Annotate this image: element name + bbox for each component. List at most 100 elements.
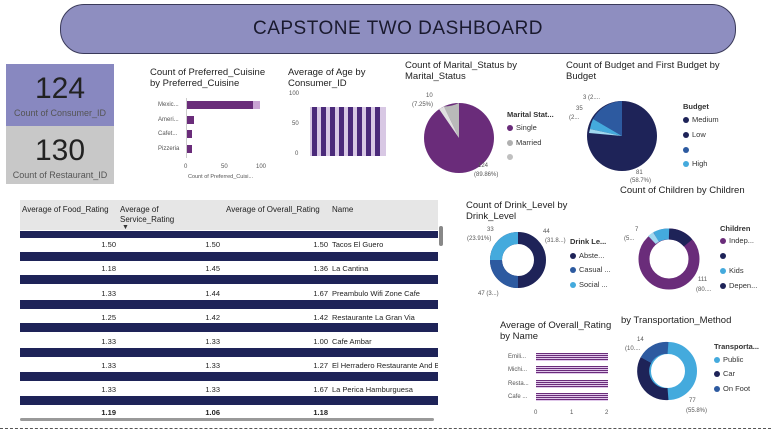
table-row-highlight — [20, 396, 438, 405]
donut-segment-casual[interactable] — [490, 259, 519, 288]
sort-desc-icon[interactable]: ▼ — [122, 224, 129, 231]
column-header-name[interactable]: Name — [332, 205, 354, 214]
y-tick-label: Emili... — [508, 354, 526, 360]
legend-item-high[interactable]: High — [683, 159, 707, 168]
pie-slice-married[interactable] — [444, 103, 459, 138]
dashboard-title-banner: CAPSTONE TWO DASHBOARD — [60, 4, 736, 54]
kpi-card-consumer-count[interactable]: 124 Count of Consumer_ID — [6, 64, 114, 126]
legend-item-on-foot[interactable]: On Foot — [714, 384, 750, 393]
legend-item-independent[interactable]: Indep... — [720, 236, 754, 245]
legend-item-low[interactable]: Low — [683, 130, 706, 139]
table-row[interactable]: 1.25 1.42 1.42 Restaurante La Gran Via — [20, 313, 438, 322]
cell-service: 1.33 — [205, 361, 220, 370]
vertical-scrollbar[interactable] — [439, 226, 443, 246]
age-bar[interactable] — [312, 107, 317, 156]
age-bar[interactable] — [357, 107, 362, 156]
age-bar[interactable] — [348, 107, 353, 156]
cell-overall: 1.00 — [313, 337, 328, 346]
pie-slice-other[interactable] — [439, 106, 459, 139]
total-overall: 1.18 — [313, 408, 328, 417]
column-header-service[interactable]: Average of Service_Rating — [120, 205, 175, 224]
donut-segment-car[interactable] — [637, 357, 669, 401]
legend-item-dependent[interactable]: Depen... — [720, 281, 757, 290]
cell-food: 1.25 — [101, 313, 116, 322]
age-bar[interactable] — [375, 107, 380, 156]
cuisine-bar[interactable] — [186, 116, 194, 124]
donut-segment-on-foot[interactable] — [640, 341, 669, 364]
rating-bar[interactable] — [536, 366, 608, 374]
cell-food: 1.33 — [101, 361, 116, 370]
legend-item-casual[interactable]: Casual ... — [570, 265, 611, 274]
data-label: (5... — [624, 236, 635, 242]
children-donut[interactable] — [636, 226, 706, 296]
budget-pie[interactable] — [585, 99, 665, 175]
cuisine-bar[interactable] — [186, 130, 192, 138]
table-row[interactable]: 1.18 1.45 1.36 La Cantina — [20, 264, 438, 273]
donut-segment-dependent[interactable] — [668, 228, 693, 247]
legend-title: Children — [720, 224, 751, 233]
rating-bar[interactable] — [536, 353, 608, 361]
age-bar[interactable] — [339, 107, 344, 156]
table-row[interactable]: 1.33 1.33 1.27 El Herradero Restaurante … — [20, 361, 438, 370]
age-bar[interactable] — [366, 107, 371, 156]
horizontal-scrollbar[interactable] — [20, 418, 434, 421]
data-label: 10 — [426, 93, 433, 99]
x-tick-label: 1 — [570, 410, 574, 416]
donut-segment-other[interactable] — [648, 232, 659, 245]
legend-item-married[interactable]: Married — [507, 138, 541, 147]
legend-item-blank[interactable] — [720, 251, 729, 260]
legend-item-abstemious[interactable]: Abste... — [570, 251, 604, 260]
column-header-food[interactable]: Average of Food_Rating — [22, 205, 109, 214]
legend-dot — [507, 125, 513, 132]
table-row-highlight — [20, 372, 438, 381]
data-label: (58.7%) — [630, 178, 652, 184]
rating-chart[interactable]: Average of Overall_Rating by Name — [500, 320, 620, 342]
donut-segment-social[interactable] — [490, 232, 519, 261]
age-bar[interactable] — [321, 107, 326, 156]
cell-overall: 1.67 — [313, 289, 328, 298]
drink-donut[interactable] — [488, 230, 552, 294]
legend-item-single[interactable]: Single — [507, 123, 537, 132]
marital-chart[interactable]: Count of Marital_Status by Marital_Statu… — [405, 60, 555, 82]
legend-item-blank[interactable] — [683, 145, 692, 154]
legend-item-social[interactable]: Social ... — [570, 280, 608, 289]
pie-slice-high[interactable] — [590, 119, 622, 136]
data-label: (7.25%) — [412, 102, 434, 108]
table-row[interactable]: 1.33 1.33 1.00 Cafe Ambar — [20, 337, 438, 346]
age-bar[interactable] — [330, 107, 335, 156]
x-tick-label: 50 — [221, 164, 228, 170]
age-chart[interactable]: Average of Age by Consumer_ID — [288, 67, 398, 89]
column-header-overall[interactable]: Average of Overall_Rating — [226, 205, 320, 214]
rating-bar[interactable] — [536, 380, 608, 388]
table-row[interactable]: 1.33 1.44 1.67 Preambulo Wifi Zone Cafe — [20, 289, 438, 298]
drink-chart[interactable]: Count of Drink_Level by Drink_Level — [466, 200, 596, 222]
legend-item-other[interactable] — [507, 152, 516, 161]
rating-bar[interactable] — [536, 393, 608, 401]
kpi-card-restaurant-count[interactable]: 130 Count of Restaurant_ID — [6, 126, 114, 184]
table-row[interactable]: 1.50 1.50 1.50 Tacos El Guero — [20, 240, 438, 249]
cuisine-bar[interactable] — [186, 101, 253, 109]
chart-title-line: Budget — [566, 71, 597, 82]
legend-label: Social ... — [579, 280, 608, 289]
legend-item-public[interactable]: Public — [714, 355, 743, 364]
marital-pie[interactable] — [422, 100, 502, 176]
kpi-label: Count of Restaurant_ID — [12, 170, 108, 180]
cuisine-chart[interactable]: Count of Preferred_Cuisine by Preferred_… — [150, 67, 280, 89]
cuisine-bar[interactable] — [186, 145, 192, 153]
cell-name: Preambulo Wifi Zone Cafe — [332, 289, 420, 298]
y-tick-label: Mexic... — [158, 102, 179, 108]
donut-segment-kids[interactable] — [653, 228, 670, 242]
data-label: 47 (3...) — [478, 291, 499, 297]
data-label: 77 — [689, 398, 696, 404]
data-label: 14 — [637, 337, 644, 343]
legend-item-medium[interactable]: Medium — [683, 115, 719, 124]
budget-chart[interactable]: Count of Budget and First Budget by Budg… — [566, 60, 746, 82]
chart-title-line: by Name — [500, 331, 539, 342]
transport-donut[interactable] — [637, 340, 701, 404]
chart-title-line: Count of Preferred_Cuisine — [150, 67, 266, 78]
table-row[interactable]: 1.33 1.33 1.67 La Perica Hamburguesa — [20, 385, 438, 394]
legend-item-kids[interactable]: Kids — [720, 266, 744, 275]
pie-slice-low[interactable] — [593, 101, 622, 136]
pie-slice-other[interactable] — [589, 129, 622, 136]
legend-item-car[interactable]: Car — [714, 369, 735, 378]
